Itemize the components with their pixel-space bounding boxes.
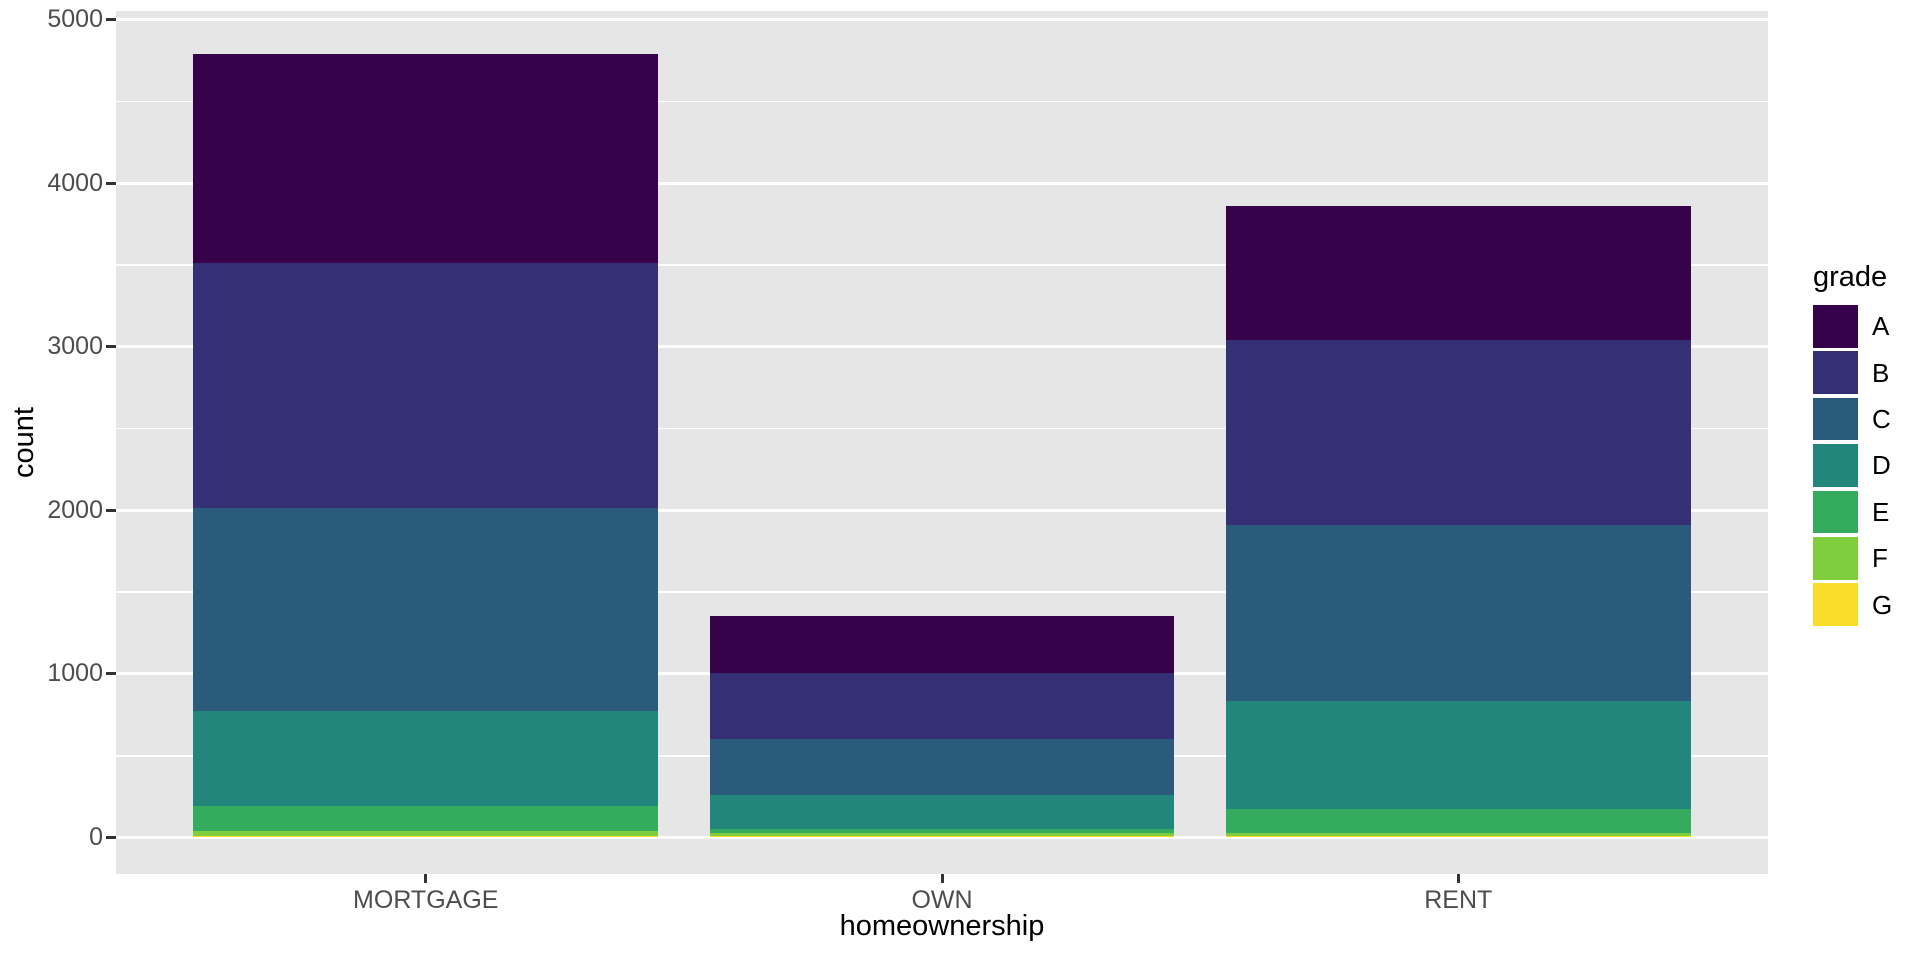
y-axis-tick <box>106 345 116 349</box>
gridline-major <box>116 345 1768 349</box>
bar-segment-own-grade-e <box>709 828 1175 834</box>
bar-segment-own-grade-a <box>709 616 1175 673</box>
y-axis-tick <box>106 508 116 512</box>
legend-key-a <box>1813 305 1858 348</box>
bar-segment-mortgage-grade-e <box>193 806 659 831</box>
gridline-minor <box>116 591 1768 593</box>
bar-segment-mortgage-grade-b <box>193 263 659 508</box>
x-axis-tick <box>424 874 428 883</box>
legend-label-e: E <box>1872 496 1890 527</box>
y-axis-tick <box>106 836 116 839</box>
y-tick-label: 3000 <box>47 332 103 361</box>
bar-segment-rent-grade-c <box>1225 524 1691 701</box>
bar-segment-own-grade-f <box>709 833 1175 836</box>
legend-label-a: A <box>1872 311 1890 342</box>
bar-segment-rent-grade-e <box>1225 809 1691 834</box>
bar-segment-own-grade-g <box>709 835 1175 838</box>
bar-segment-mortgage-grade-c <box>193 507 659 711</box>
y-axis-tick <box>106 672 116 676</box>
bar-segment-own-grade-c <box>709 739 1175 795</box>
x-tick-label-rent: RENT <box>1424 886 1493 914</box>
gridline-major <box>116 508 1768 512</box>
legend-label-d: D <box>1872 450 1891 481</box>
x-tick-label-own: OWN <box>911 886 973 914</box>
y-axis-tick <box>106 181 116 185</box>
gridline-minor <box>116 264 1768 266</box>
bar-segment-rent-grade-a <box>1225 206 1691 340</box>
y-tick-label: 1000 <box>47 659 103 688</box>
x-tick-label-mortgage: MORTGAGE <box>353 886 499 914</box>
legend-key-g <box>1813 583 1858 626</box>
legend-key-f <box>1813 537 1858 580</box>
legend-key-c <box>1813 397 1858 441</box>
bar-segment-mortgage-grade-a <box>193 54 659 263</box>
bar-segment-rent-grade-d <box>1225 700 1691 810</box>
gridline-major <box>116 18 1768 22</box>
legend-label-f: F <box>1872 543 1888 574</box>
gridline-major <box>116 181 1768 185</box>
bar-segment-mortgage-grade-d <box>193 710 659 807</box>
bar-segment-rent-grade-f <box>1225 833 1691 836</box>
y-tick-label: 2000 <box>47 495 103 524</box>
legend-title: grade <box>1813 261 1888 293</box>
gridline-minor <box>116 100 1768 103</box>
x-axis-tick <box>1456 874 1460 883</box>
bar-segment-rent-grade-b <box>1225 339 1691 525</box>
gridline-minor <box>116 427 1768 430</box>
legend-key-e <box>1813 490 1858 534</box>
x-axis-tick <box>940 874 944 883</box>
legend-key-d <box>1813 444 1858 487</box>
y-tick-label: 0 <box>89 823 103 851</box>
bar-segment-rent-grade-g <box>1225 835 1691 838</box>
bar-segment-mortgage-grade-f <box>193 830 659 836</box>
y-tick-label: 4000 <box>47 168 103 197</box>
y-axis-tick <box>106 18 116 22</box>
bar-segment-own-grade-d <box>709 794 1175 829</box>
bar-segment-mortgage-grade-g <box>193 835 659 838</box>
bar-segment-own-grade-b <box>709 672 1175 740</box>
legend-key-b <box>1813 351 1858 394</box>
legend-label-c: C <box>1872 404 1891 435</box>
gridline-major <box>116 836 1768 839</box>
legend-label-b: B <box>1872 357 1890 388</box>
legend-label-g: G <box>1872 589 1893 620</box>
y-axis-title: count <box>8 407 40 478</box>
x-axis-title: homeownership <box>839 910 1045 942</box>
y-tick-label: 5000 <box>47 5 103 34</box>
